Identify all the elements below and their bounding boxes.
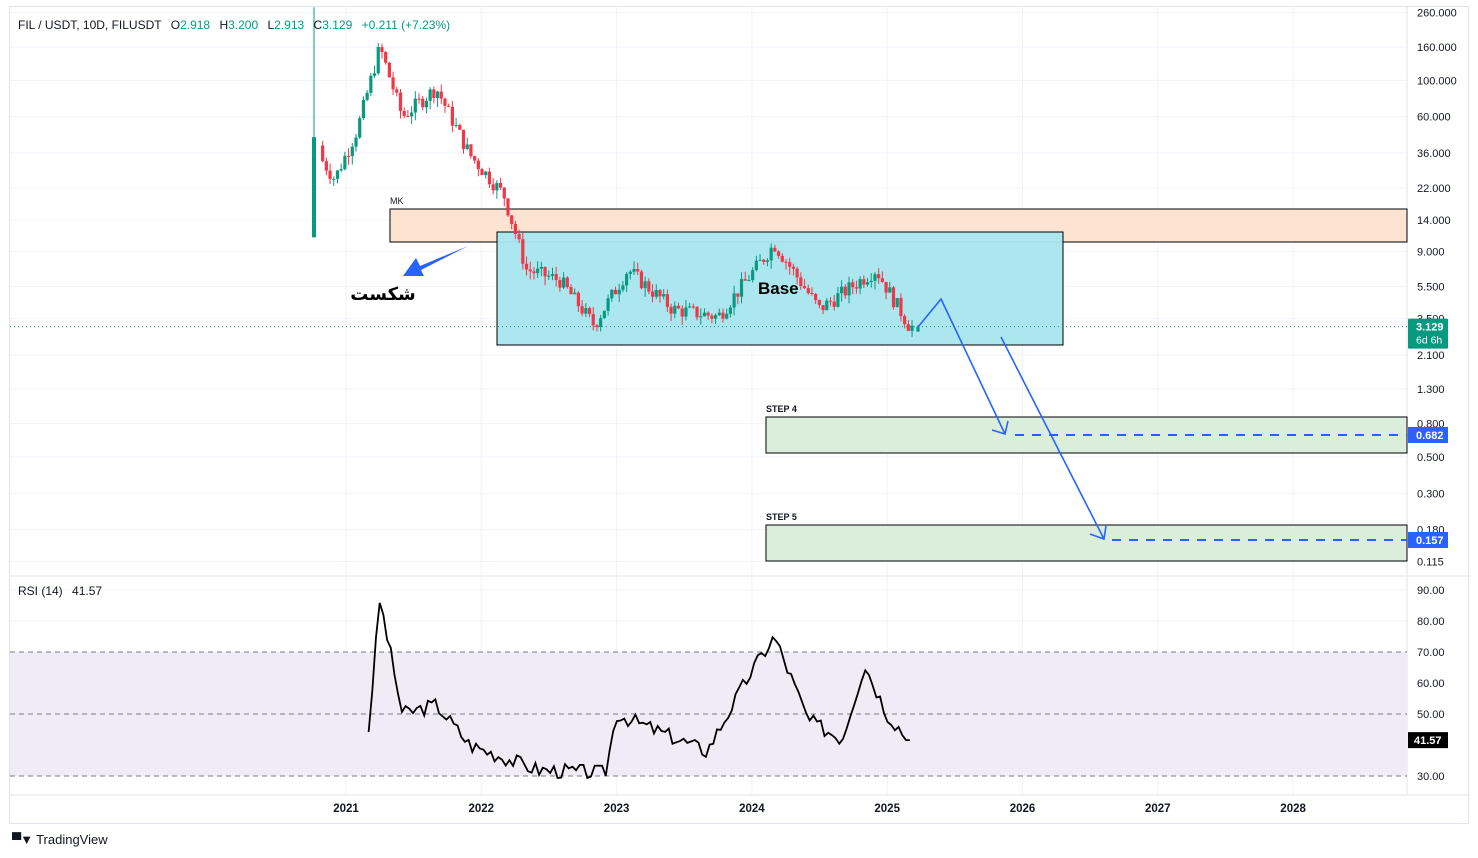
rsi-line xyxy=(367,602,910,780)
low-label: L xyxy=(267,18,275,32)
price-tick: 0.115 xyxy=(1417,556,1444,568)
year-tick: 2027 xyxy=(1145,803,1171,815)
year-tick: 2026 xyxy=(1010,803,1036,815)
breakdown-label: شکست xyxy=(350,284,416,305)
close-label: C xyxy=(313,18,323,32)
price-tick: 14.000 xyxy=(1417,215,1451,227)
rsi-axis[interactable]: 90.00 80.00 70.00 60.00 50.00 30.00 41.57 xyxy=(1408,585,1448,783)
price-tick: 5.500 xyxy=(1417,282,1445,294)
svg-text:3.129: 3.129 xyxy=(1416,322,1444,334)
high-value: 3.200 xyxy=(228,18,259,32)
base-zone[interactable] xyxy=(496,231,1064,346)
svg-text:6d 6h: 6d 6h xyxy=(1416,335,1442,347)
low-value: 2.913 xyxy=(274,18,305,32)
svg-text:0.157: 0.157 xyxy=(1416,535,1444,547)
symbol-legend: FIL / USDT, 10D, FILUSDT O2.918 H3.200 L… xyxy=(18,18,450,32)
projection-path-2 xyxy=(1000,336,1105,540)
year-tick: 2024 xyxy=(739,803,765,815)
target-badge-step5 xyxy=(1408,532,1448,548)
close-value: 3.129 xyxy=(322,18,353,32)
zones: MK STEP 4 STEP 5 xyxy=(389,196,1408,562)
year-tick: 2023 xyxy=(604,803,630,815)
price-tick: 9.000 xyxy=(1417,247,1445,259)
projection-path-1 xyxy=(917,297,1006,435)
price-tick: 100.000 xyxy=(1417,75,1457,87)
projection-arrows xyxy=(917,297,1407,541)
current-price-badge xyxy=(1408,318,1448,349)
breakdown-arrow-icon xyxy=(403,246,468,276)
rsi-legend: RSI (14) 41.57 xyxy=(18,584,102,598)
price-axis[interactable]: 260.000 160.000 100.000 60.000 36.000 22.000 1… xyxy=(1408,7,1457,568)
price-tick: 260.000 xyxy=(1417,7,1457,19)
step4-label: STEP 4 xyxy=(766,404,797,414)
step5-zone[interactable] xyxy=(765,524,1408,562)
change-value: +0.211 xyxy=(361,18,398,32)
target-badge-step4 xyxy=(1408,427,1448,443)
price-tick: 1.300 xyxy=(1417,384,1445,396)
year-tick: 2028 xyxy=(1280,803,1306,815)
rsi-title: RSI (14) xyxy=(18,584,63,598)
symbol-title: FIL / USDT, 10D, FILUSDT xyxy=(18,18,162,32)
price-tick: 36.000 xyxy=(1417,148,1451,160)
rsi-tick: 30.00 xyxy=(1417,771,1445,783)
step5-label: STEP 5 xyxy=(766,512,797,522)
candlesticks xyxy=(312,7,920,338)
rsi-current-badge xyxy=(1408,732,1448,749)
footer-branding: ▀▼ TradingView xyxy=(12,832,108,847)
open-value: 2.918 xyxy=(180,18,211,32)
rsi-tick: 70.00 xyxy=(1417,647,1445,659)
price-tick: 160.000 xyxy=(1417,42,1457,54)
price-tick: 0.300 xyxy=(1417,488,1445,500)
rsi-tick: 90.00 xyxy=(1417,585,1445,597)
rsi-tick: 60.00 xyxy=(1417,678,1445,690)
time-axis[interactable]: 2021 2022 2023 2024 2025 2026 2027 2028 xyxy=(333,803,1306,815)
price-tick: 0.500 xyxy=(1417,452,1445,464)
svg-text:0.682: 0.682 xyxy=(1416,430,1444,442)
year-tick: 2021 xyxy=(333,803,359,815)
rsi-pane xyxy=(10,602,1407,780)
price-tick: 2.100 xyxy=(1417,350,1445,362)
mk-label: MK xyxy=(390,196,404,206)
open-label: O xyxy=(170,18,181,32)
year-tick: 2022 xyxy=(469,803,495,815)
rsi-tick: 80.00 xyxy=(1417,616,1445,628)
rsi-tick: 50.00 xyxy=(1417,709,1445,721)
change-percent: (+7.23%) xyxy=(401,18,451,32)
high-label: H xyxy=(219,18,229,32)
price-tick: 60.000 xyxy=(1417,112,1451,124)
rsi-value: 41.57 xyxy=(72,584,103,598)
base-label: Base xyxy=(758,279,799,298)
brand-name: TradingView xyxy=(36,832,108,847)
svg-text:41.57: 41.57 xyxy=(1414,735,1442,747)
tradingview-logo-icon: ▀▼ xyxy=(12,832,33,847)
price-tick: 22.000 xyxy=(1417,183,1451,195)
year-tick: 2025 xyxy=(874,803,900,815)
